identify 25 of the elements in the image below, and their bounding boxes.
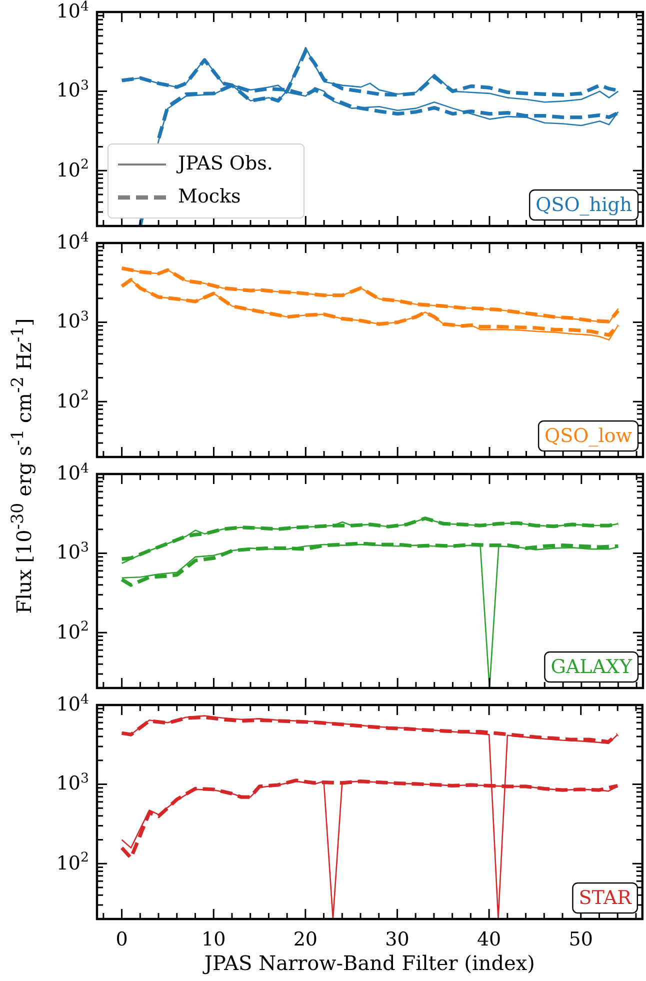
y-tick-label: 10$^{2}$ <box>56 388 89 412</box>
x-tick-label: 30 <box>385 928 410 950</box>
x-tick-label: 40 <box>476 928 502 950</box>
y-tick-label: 10$^{2}$ <box>56 850 89 874</box>
x-axis-title: JPAS Narrow-Band Filter (index) <box>202 951 535 976</box>
y-tick-label: 10$^{4}$ <box>56 461 89 484</box>
y-tick-label: 10$^{3}$ <box>56 309 89 333</box>
text: STAR <box>578 886 632 909</box>
x-tick-label: 0 <box>116 928 128 950</box>
x-tick-label: 50 <box>568 928 593 950</box>
y-tick-label: 10$^{3}$ <box>56 771 89 795</box>
text: QSO_low <box>544 424 633 447</box>
y-tick-label: 10$^{4}$ <box>56 0 89 22</box>
y-tick-label: 10$^{2}$ <box>56 158 89 182</box>
text: QSO_high <box>536 194 632 216</box>
y-tick-label: 10$^{4}$ <box>56 692 89 716</box>
y-tick-label: 10$^{2}$ <box>56 620 89 644</box>
legend-label: JPAS Obs. <box>176 152 273 174</box>
legend-label: Mocks <box>178 185 241 208</box>
x-tick-label: 20 <box>293 928 318 950</box>
y-tick-label: 10$^{3}$ <box>56 78 89 102</box>
x-tick-label: 10 <box>202 928 226 950</box>
y-tick-label: 10$^{4}$ <box>56 230 89 254</box>
text: GALAXY <box>550 656 632 678</box>
y-tick-label: 10$^{3}$ <box>56 540 89 564</box>
